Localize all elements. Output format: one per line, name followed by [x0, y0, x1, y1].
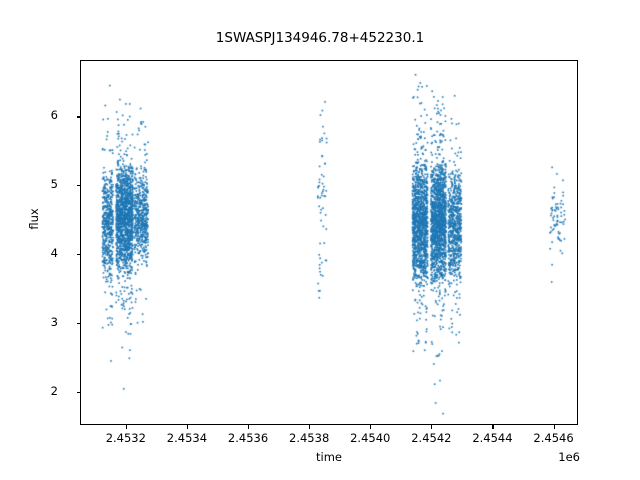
x-tick-label: 2.4540	[350, 431, 391, 445]
y-axis-label: flux	[27, 208, 41, 230]
x-axis-label: time	[316, 450, 342, 464]
plot-area	[80, 60, 578, 425]
x-tick-label: 2.4542	[411, 431, 452, 445]
x-tick-label: 2.4538	[289, 431, 330, 445]
x-tick-mark	[431, 425, 433, 429]
x-tick-label: 2.4536	[227, 431, 269, 445]
x-tick-mark	[553, 425, 555, 429]
x-axis-offset-label: 1e6	[558, 450, 580, 464]
x-tick-mark	[125, 425, 127, 429]
y-tick-label: 5	[50, 177, 58, 192]
y-tick-label: 4	[50, 246, 58, 261]
x-tick-mark	[492, 425, 494, 429]
x-tick-label: 2.4546	[533, 431, 574, 445]
y-tick-mark	[76, 323, 80, 325]
y-tick-label: 3	[50, 315, 58, 330]
x-tick-label: 2.4532	[105, 431, 146, 445]
y-tick-mark	[76, 254, 80, 256]
y-tick-label: 6	[50, 108, 58, 123]
chart-title: 1SWASPJ134946.78+452230.1	[215, 30, 425, 46]
x-tick-mark	[186, 425, 189, 429]
x-tick-mark	[248, 425, 250, 429]
y-tick-label: 2	[50, 383, 58, 398]
y-tick-mark	[76, 185, 80, 187]
x-tick-label: 2.4544	[472, 431, 513, 445]
x-tick-mark	[309, 425, 311, 429]
x-tick-label: 2.4534	[166, 431, 208, 445]
y-tick-mark	[76, 116, 80, 118]
scatter-points-layer	[81, 61, 577, 424]
x-tick-mark	[370, 425, 372, 429]
y-tick-mark	[76, 391, 80, 394]
